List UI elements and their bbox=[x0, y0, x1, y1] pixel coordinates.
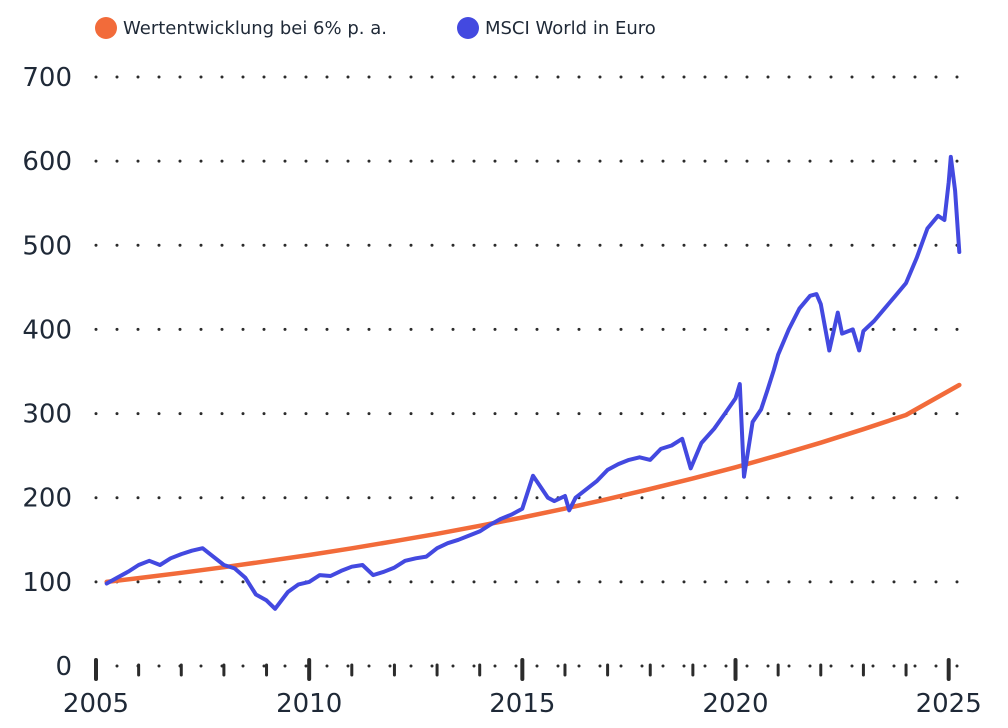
x-tick-label: 2020 bbox=[702, 689, 768, 719]
x-tick-label: 2025 bbox=[916, 689, 982, 719]
y-tick-label: 400 bbox=[22, 315, 72, 345]
legend-item-msci: MSCI World in Euro bbox=[456, 17, 656, 39]
x-tick-label: 2010 bbox=[276, 689, 342, 719]
x-axis: 2005 2010 2015 2020 2025 bbox=[63, 658, 982, 719]
y-tick-label: 0 bbox=[55, 652, 72, 682]
legend: Wertentwicklung bei 6% p. a. MSCI World … bbox=[95, 15, 726, 41]
grid bbox=[94, 75, 972, 584]
series-layer bbox=[104, 154, 962, 611]
legend-item-growth: Wertentwicklung bei 6% p. a. bbox=[95, 17, 387, 39]
x-tick-label: 2015 bbox=[489, 689, 555, 719]
y-tick-label: 600 bbox=[22, 147, 72, 177]
legend-label-msci: MSCI World in Euro bbox=[484, 17, 656, 39]
legend-label-growth: Wertentwicklung bei 6% p. a. bbox=[123, 17, 387, 39]
y-tick-label: 300 bbox=[22, 400, 72, 430]
y-tick-label: 200 bbox=[22, 484, 72, 514]
legend-swatch-growth bbox=[95, 17, 117, 39]
series-line-msci bbox=[104, 154, 962, 611]
legend-swatch-msci bbox=[456, 17, 479, 39]
y-tick-label: 100 bbox=[22, 568, 72, 598]
series-line-growth bbox=[104, 382, 962, 585]
x-tick-label: 2005 bbox=[63, 689, 129, 719]
y-axis: 0 100 200 300 400 500 600 700 bbox=[22, 63, 72, 682]
y-tick-label: 700 bbox=[22, 63, 72, 93]
y-tick-label: 500 bbox=[22, 231, 72, 261]
